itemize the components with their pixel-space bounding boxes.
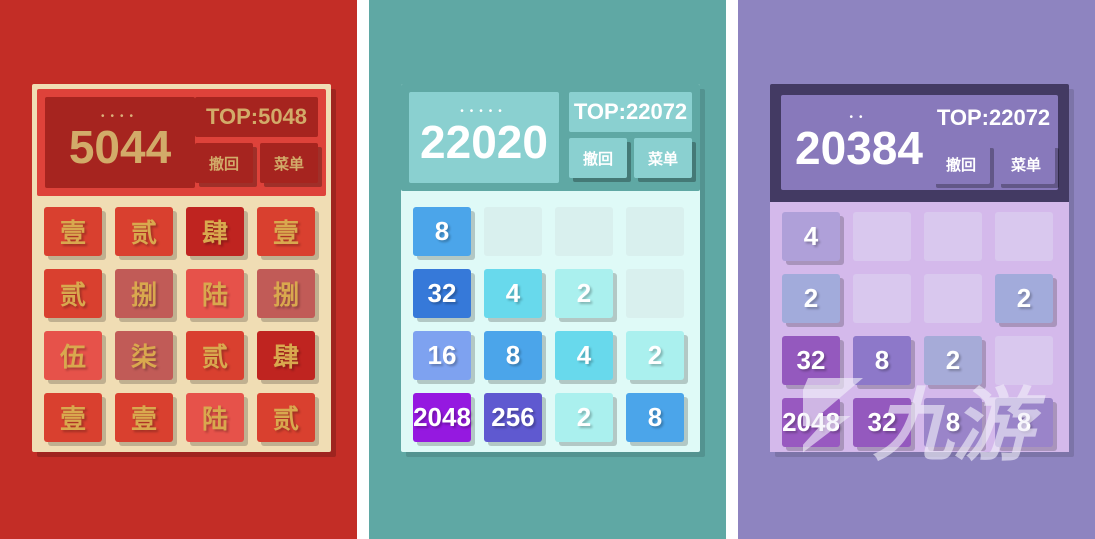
svg-text:九游: 九游 <box>873 381 1046 470</box>
